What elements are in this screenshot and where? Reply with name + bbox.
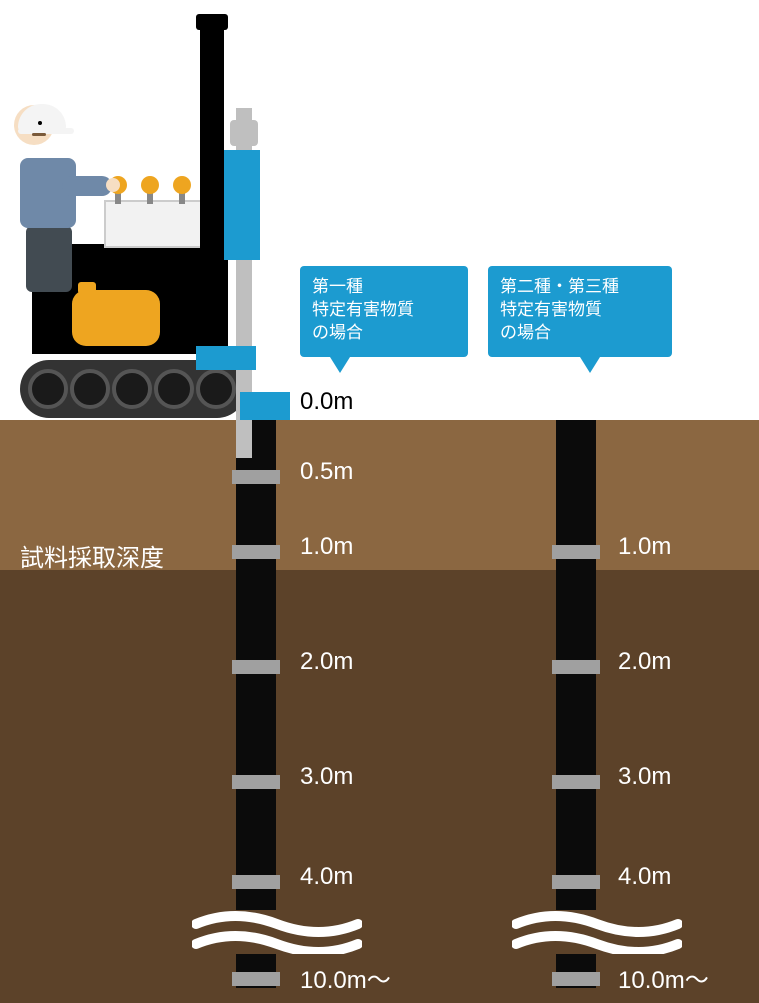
wave-break (192, 910, 362, 954)
mast-base (196, 346, 256, 370)
worker-arm (62, 176, 112, 196)
track-wheel (112, 369, 152, 409)
mast-foot (240, 392, 290, 420)
mast-cap (196, 14, 228, 30)
worker-mouth (32, 133, 46, 136)
bubble-line: 特定有害物質 (312, 299, 456, 322)
depth-label: 4.0m (618, 863, 671, 891)
knob (173, 176, 191, 194)
depth-label: 10.0m〜 (618, 960, 709, 995)
callout-bubble: 第一種特定有害物質の場合 (300, 266, 468, 357)
section-title: 試料採取深度 (20, 538, 164, 573)
machine-tank-cap (78, 282, 96, 294)
bubble-tail (330, 357, 350, 373)
worker-legs (26, 226, 72, 292)
machine-tank (72, 290, 160, 346)
bubble-line: 第一種 (312, 276, 456, 299)
depth-label: 2.0m (300, 648, 353, 676)
track-wheel (154, 369, 194, 409)
drill-collar (230, 120, 258, 146)
depth-marker (552, 660, 600, 674)
bubble-line: 特定有害物質 (500, 299, 660, 322)
track-wheel (28, 369, 68, 409)
worker-helmet-brim (18, 128, 74, 134)
mast-carriage (224, 150, 260, 260)
bubble-line: の場合 (500, 322, 660, 345)
depth-label: 0.0m (300, 388, 353, 416)
depth-marker (552, 775, 600, 789)
knob (141, 176, 159, 194)
bubble-line: 第二種・第三種 (500, 276, 660, 299)
depth-marker (232, 545, 280, 559)
diagram-stage: 試料採取深度第一種特定有害物質の場合0.0m0.5m1.0m2.0m3.0m4.… (0, 0, 759, 1003)
track-wheel (70, 369, 110, 409)
depth-label: 1.0m (300, 533, 353, 561)
depth-marker (552, 972, 600, 986)
depth-label: 10.0m〜 (300, 960, 391, 995)
bubble-tail (580, 357, 600, 373)
machine-mast (200, 20, 224, 315)
drill-column (236, 420, 276, 988)
depth-marker (232, 470, 280, 484)
wave-svg (512, 910, 682, 954)
depth-marker (232, 660, 280, 674)
depth-marker (232, 775, 280, 789)
wave-break (512, 910, 682, 954)
depth-label: 1.0m (618, 533, 671, 561)
worker-eye (38, 121, 42, 125)
callout-bubble: 第二種・第三種特定有害物質の場合 (488, 266, 672, 357)
depth-label: 3.0m (618, 763, 671, 791)
worker-hand (106, 178, 120, 192)
depth-marker (232, 972, 280, 986)
depth-label: 0.5m (300, 458, 353, 486)
depth-label: 3.0m (300, 763, 353, 791)
bubble-line: の場合 (312, 322, 456, 345)
depth-label: 2.0m (618, 648, 671, 676)
wave-svg (192, 910, 362, 954)
drill-column (556, 420, 596, 988)
depth-marker (232, 875, 280, 889)
depth-marker (552, 545, 600, 559)
depth-marker (552, 875, 600, 889)
depth-label: 4.0m (300, 863, 353, 891)
track-wheel (196, 369, 236, 409)
